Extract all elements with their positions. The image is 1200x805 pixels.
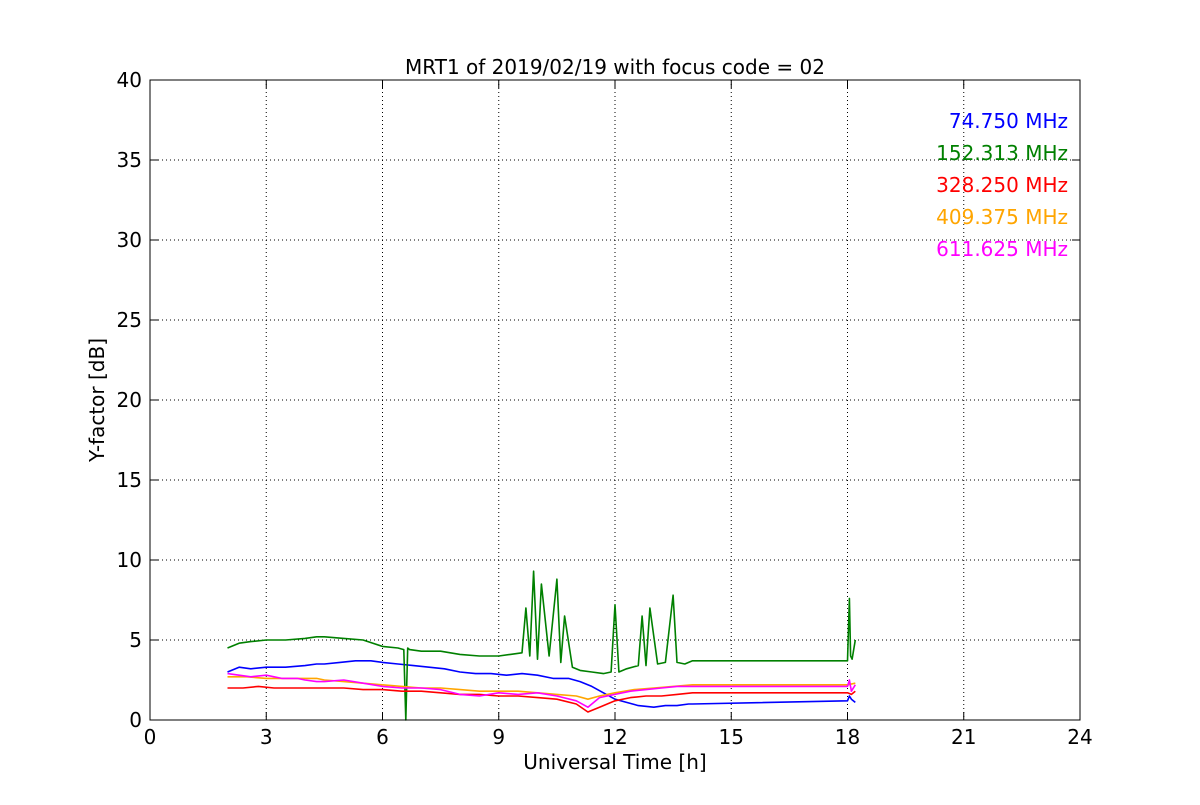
x-tick-label: 9 [492,725,505,749]
legend: 74.750 MHz 152.313 MHz 328.250 MHz 409.375 … [936,109,1068,261]
legend-entry: 409.375 MHz [936,205,1068,229]
legend-entry: 74.750 MHz [949,109,1068,133]
x-tick-label: 12 [602,725,627,749]
x-tick-label: 6 [376,725,389,749]
chart-title: MRT1 of 2019/02/19 with focus code = 02 [405,55,825,79]
series-line-1 [227,659,856,709]
y-tick-label: 10 [117,548,142,572]
y-tick-label: 20 [117,388,142,412]
x-tick-label: 24 [1067,725,1092,749]
y-tick-label: 30 [117,228,142,252]
x-tick-label: 18 [835,725,860,749]
y-tick-label: 0 [129,708,142,732]
y-tick-label: 25 [117,308,142,332]
y-tick-label: 40 [117,68,142,92]
tick-layer: 0 3 6 9 12 15 18 21 24 0 5 10 15 20 25 30 35 40 [117,68,1093,749]
x-tick-label: 15 [719,725,744,749]
legend-entry: 152.313 MHz [936,141,1068,165]
y-axis-label: Y-factor [dB] [85,338,109,463]
y-tick-label: 15 [117,468,142,492]
x-tick-label: 0 [144,725,157,749]
y-tick-label: 35 [117,148,142,172]
x-tick-label: 3 [260,725,273,749]
legend-entry: 611.625 MHz [936,237,1068,261]
x-axis-label: Universal Time [h] [523,750,706,774]
x-tick-label: 21 [951,725,976,749]
series-layer [227,570,857,721]
legend-entry: 328.250 MHz [936,173,1068,197]
grid-layer [150,80,1080,720]
y-tick-label: 5 [129,628,142,652]
series-line-5 [227,672,856,709]
series-line-2 [227,570,857,721]
series-line-4 [227,675,856,701]
